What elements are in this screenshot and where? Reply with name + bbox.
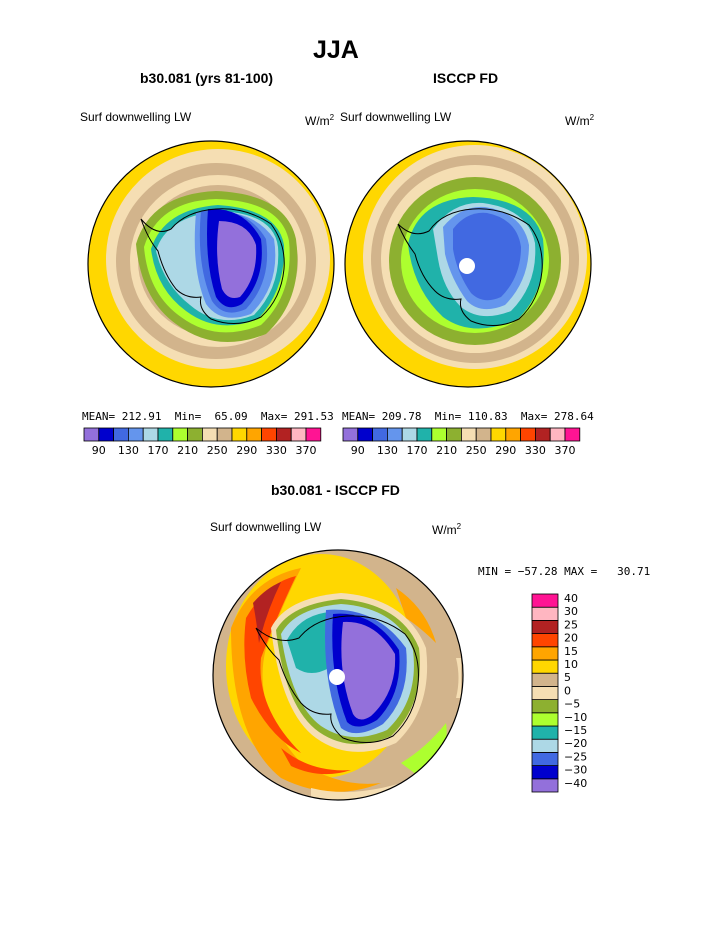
colorbar-swatch xyxy=(531,619,559,634)
colorbar-swatch xyxy=(531,738,559,753)
panel2-polar-map xyxy=(344,140,592,388)
colorbar-tick-label: 90 xyxy=(351,444,365,457)
colorbar-swatch xyxy=(128,427,144,442)
colorbar-swatch xyxy=(231,427,248,442)
panel2-colorbar: 90 130 170 210 250 290 330 370 xyxy=(342,427,581,457)
colorbar-swatch xyxy=(531,593,559,608)
panel2-units: W/m2 xyxy=(565,113,595,128)
panel1-variable-label: Surf downwelling LW xyxy=(80,110,192,124)
colorbar-tick-label: 330 xyxy=(266,444,287,457)
colorbar-tick-label: −20 xyxy=(564,737,587,750)
colorbar-swatch xyxy=(342,427,359,442)
colorbar-swatch xyxy=(549,427,566,442)
colorbar-tick-label: 5 xyxy=(564,671,571,684)
colorbar-tick-label: 40 xyxy=(564,592,578,605)
colorbar-tick-label: 170 xyxy=(407,444,428,457)
colorbar-tick-label: 250 xyxy=(207,444,228,457)
panel3-title: b30.081 - ISCCP FD xyxy=(271,482,400,498)
colorbar-swatch xyxy=(531,659,559,674)
colorbar-swatch xyxy=(490,427,507,442)
colorbar-swatch xyxy=(431,427,448,442)
colorbar-swatch xyxy=(202,427,218,442)
colorbar-swatch xyxy=(290,427,307,442)
panel3-units: W/m2 xyxy=(432,522,462,537)
colorbar-swatch xyxy=(246,427,263,442)
colorbar-swatch xyxy=(357,427,374,442)
colorbar-swatch xyxy=(505,427,522,442)
panel1-units: W/m2 xyxy=(305,113,335,128)
colorbar-tick-label: 210 xyxy=(436,444,457,457)
colorbar-swatch xyxy=(531,725,559,740)
colorbar-swatch xyxy=(187,427,203,442)
colorbar-tick-label: −10 xyxy=(564,711,587,724)
colorbar-tick-label: 90 xyxy=(92,444,106,457)
colorbar-swatch xyxy=(83,427,100,442)
panel2-title: ISCCP FD xyxy=(433,70,499,86)
panel1-stats: MEAN= 212.91 Min= 65.09 Max= 291.53 xyxy=(82,410,334,423)
colorbar-tick-label: −15 xyxy=(564,724,587,737)
panel1-polar-map xyxy=(87,140,335,388)
colorbar-swatch xyxy=(531,712,559,727)
colorbar-swatch xyxy=(475,427,492,442)
colorbar-swatch xyxy=(534,427,551,442)
panel2-variable-label: Surf downwelling LW xyxy=(340,110,452,124)
colorbar-tick-label: 370 xyxy=(555,444,576,457)
colorbar-swatch xyxy=(531,765,559,780)
colorbar-swatch xyxy=(461,427,477,442)
colorbar-swatch xyxy=(216,427,233,442)
colorbar-swatch xyxy=(172,427,189,442)
panel3-stats: MIN = −57.28 MAX = 30.71 xyxy=(478,565,651,578)
colorbar-swatch xyxy=(531,633,559,648)
panel1-colorbar: 90 130 170 210 250 290 330 370 xyxy=(83,427,322,457)
colorbar-tick-label: 290 xyxy=(495,444,516,457)
colorbar-swatch xyxy=(401,427,418,442)
colorbar-tick-label: −25 xyxy=(564,750,587,763)
colorbar-tick-label: 250 xyxy=(466,444,487,457)
colorbar-swatch xyxy=(531,778,559,793)
colorbar-tick-label: 370 xyxy=(296,444,317,457)
colorbar-tick-label: −5 xyxy=(564,698,580,711)
colorbar-tick-label: 20 xyxy=(564,632,578,645)
colorbar-swatch xyxy=(531,606,559,621)
colorbar-swatch xyxy=(520,427,536,442)
colorbar-swatch xyxy=(372,427,388,442)
colorbar-swatch xyxy=(446,427,462,442)
colorbar-swatch xyxy=(157,427,174,442)
colorbar-swatch xyxy=(531,699,559,714)
panel3-polar-map xyxy=(212,549,464,801)
colorbar-tick-label: −30 xyxy=(564,764,587,777)
colorbar-swatch xyxy=(387,427,403,442)
colorbar-swatch xyxy=(305,427,322,442)
colorbar-swatch xyxy=(564,427,581,442)
colorbar-swatch xyxy=(113,427,129,442)
colorbar-tick-label: 170 xyxy=(148,444,169,457)
colorbar-tick-label: 130 xyxy=(118,444,139,457)
colorbar-tick-label: 210 xyxy=(177,444,198,457)
colorbar-tick-label: 130 xyxy=(377,444,398,457)
colorbar-tick-label: 330 xyxy=(525,444,546,457)
panel2-stats: MEAN= 209.78 Min= 110.83 Max= 278.64 xyxy=(342,410,594,423)
colorbar-tick-label: −40 xyxy=(564,777,587,790)
colorbar-swatch xyxy=(531,646,559,661)
colorbar-swatch xyxy=(142,427,159,442)
colorbar-tick-label: 290 xyxy=(236,444,257,457)
colorbar-swatch xyxy=(416,427,433,442)
colorbar-tick-label: 10 xyxy=(564,658,578,671)
colorbar-tick-label: 0 xyxy=(564,684,571,697)
panel1-title: b30.081 (yrs 81-100) xyxy=(140,70,274,86)
colorbar-tick-label: 30 xyxy=(564,605,578,618)
colorbar-tick-label: 25 xyxy=(564,618,578,631)
page-title: JJA xyxy=(313,36,359,64)
colorbar-swatch xyxy=(275,427,292,442)
colorbar-tick-label: 15 xyxy=(564,645,578,658)
colorbar-swatch xyxy=(531,686,559,701)
panel3-variable-label: Surf downwelling LW xyxy=(210,520,322,534)
colorbar-swatch xyxy=(531,672,559,687)
colorbar-swatch xyxy=(98,427,115,442)
colorbar-swatch xyxy=(261,427,277,442)
colorbar-swatch xyxy=(531,751,559,766)
